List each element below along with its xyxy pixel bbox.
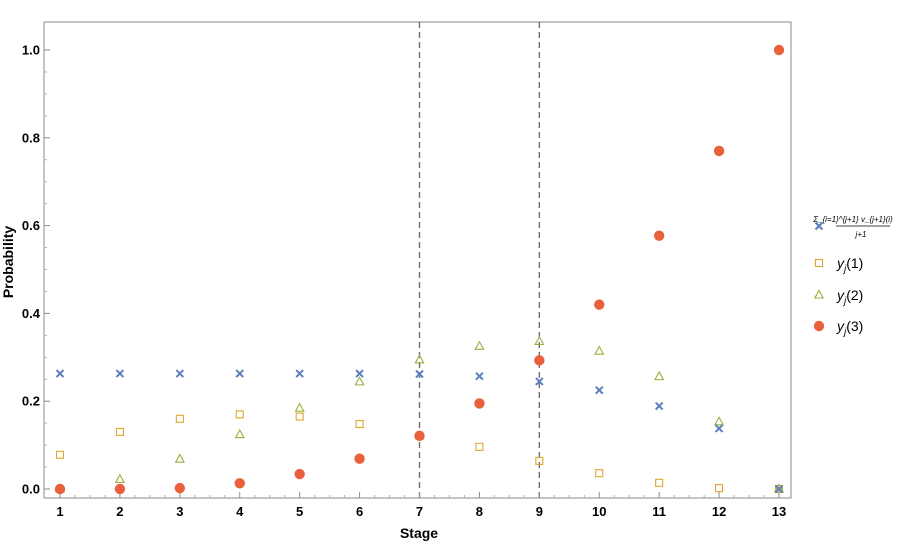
legend-marker bbox=[814, 258, 824, 268]
x-tick-label: 11 bbox=[652, 504, 666, 519]
series-1 bbox=[55, 369, 784, 494]
data-point bbox=[713, 416, 725, 426]
x-tick-label: 7 bbox=[416, 504, 423, 519]
data-point bbox=[294, 468, 305, 480]
legend-marker bbox=[813, 320, 825, 332]
y-tick-label: 0.2 bbox=[22, 394, 40, 409]
data-point bbox=[474, 340, 485, 350]
data-point bbox=[175, 369, 185, 378]
y-axis-title: Probability bbox=[0, 226, 16, 299]
data-point bbox=[414, 430, 425, 442]
data-point bbox=[354, 376, 365, 386]
y-tick-label: 1.0 bbox=[22, 43, 40, 58]
x-tick-label: 9 bbox=[536, 504, 543, 519]
data-point bbox=[714, 424, 724, 433]
data-point bbox=[115, 369, 125, 378]
x-tick-label: 13 bbox=[772, 504, 786, 519]
data-point bbox=[595, 386, 604, 395]
data-point bbox=[235, 410, 244, 419]
data-point bbox=[715, 484, 724, 493]
data-point bbox=[774, 484, 784, 494]
data-point bbox=[594, 299, 605, 310]
data-point bbox=[474, 398, 485, 409]
axis-ticks: 1 2 3 4 5 6 7 8 9 10 11 12 130.00.20.40.60.81.0 bbox=[22, 43, 786, 520]
y-tick-label: 0.8 bbox=[22, 130, 40, 145]
data-point bbox=[234, 428, 245, 439]
data-point bbox=[174, 482, 186, 494]
x-tick-label: 12 bbox=[712, 504, 726, 519]
legend-marker bbox=[813, 289, 825, 299]
legend-label: yj(1) bbox=[836, 255, 863, 275]
data-point bbox=[475, 371, 484, 381]
legend-label: yj(2) bbox=[836, 287, 863, 307]
legend-fraction-numerator: Σ_{i=1}^{j+1} v_{j+1}(i) bbox=[812, 215, 893, 224]
y-tick-label: 0.6 bbox=[22, 218, 40, 233]
data-point bbox=[174, 453, 185, 463]
x-axis-title: Stage bbox=[400, 525, 438, 541]
data-point bbox=[295, 369, 304, 378]
legend-fraction-denominator: j+1 bbox=[855, 230, 867, 239]
data-point bbox=[653, 230, 665, 241]
legend-marker bbox=[814, 221, 824, 231]
plot-frame bbox=[43, 21, 792, 499]
data-point bbox=[235, 369, 244, 378]
data-points bbox=[54, 44, 785, 495]
data-point bbox=[234, 478, 245, 489]
data-point bbox=[655, 478, 664, 487]
data-point bbox=[55, 369, 65, 378]
data-point bbox=[355, 369, 364, 378]
y-tick-label: 0.0 bbox=[22, 482, 40, 497]
data-point bbox=[535, 377, 544, 386]
x-tick-label: 5 bbox=[296, 504, 303, 519]
data-point bbox=[534, 335, 545, 346]
series-4 bbox=[54, 44, 785, 495]
x-tick-label: 3 bbox=[176, 504, 183, 519]
x-tick-label: 6 bbox=[356, 504, 363, 519]
data-point bbox=[355, 419, 364, 429]
data-point bbox=[114, 483, 126, 495]
x-tick-label: 8 bbox=[476, 504, 483, 519]
data-point bbox=[654, 370, 665, 381]
x-tick-label: 2 bbox=[116, 504, 123, 519]
data-point bbox=[414, 354, 425, 364]
x-tick-label: 10 bbox=[592, 504, 606, 519]
data-point bbox=[475, 442, 484, 451]
data-point bbox=[294, 402, 305, 412]
data-point bbox=[55, 450, 65, 459]
data-point bbox=[654, 401, 664, 411]
legend-label: yj(3) bbox=[836, 318, 863, 338]
data-point bbox=[354, 453, 365, 464]
data-point bbox=[534, 355, 545, 366]
data-point bbox=[713, 145, 725, 157]
data-point bbox=[773, 44, 785, 56]
data-point bbox=[115, 427, 124, 436]
x-tick-label: 1 bbox=[56, 504, 63, 519]
plot-border bbox=[43, 21, 792, 499]
data-point bbox=[595, 469, 604, 478]
legend: Σ_{i=1}^{j+1} v_{j+1}(i) j+1 yj(1) yj(2) yj(… bbox=[812, 215, 893, 338]
y-tick-label: 0.4 bbox=[22, 306, 41, 321]
data-point bbox=[175, 414, 184, 423]
data-point bbox=[415, 369, 424, 379]
data-point bbox=[535, 456, 544, 465]
reference-lines bbox=[418, 22, 541, 498]
data-point bbox=[295, 412, 304, 421]
data-point bbox=[594, 345, 605, 355]
x-tick-label: 4 bbox=[236, 504, 244, 519]
data-point bbox=[54, 483, 66, 495]
data-point bbox=[114, 473, 126, 483]
